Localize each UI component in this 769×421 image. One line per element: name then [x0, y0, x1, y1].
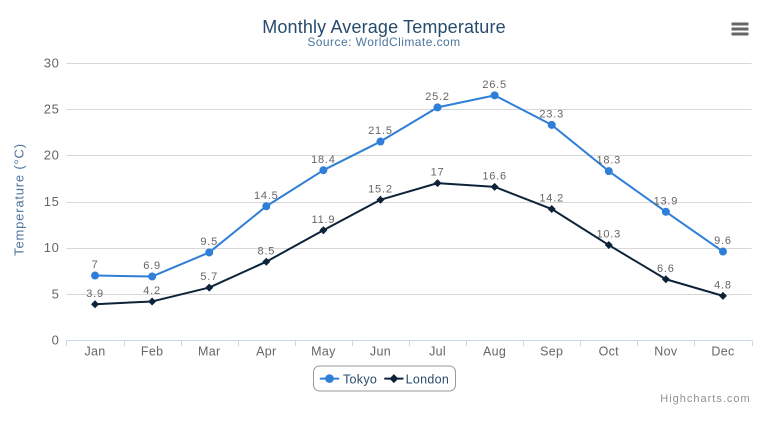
svg-text:Dec: Dec: [711, 345, 734, 359]
svg-text:Tokyo: Tokyo: [343, 373, 377, 387]
svg-text:17: 17: [431, 167, 445, 179]
svg-text:7: 7: [92, 259, 99, 271]
svg-text:Aug: Aug: [483, 345, 506, 359]
svg-text:30: 30: [44, 55, 60, 70]
svg-text:3.9: 3.9: [86, 288, 104, 300]
svg-text:5: 5: [52, 286, 60, 301]
svg-text:18.3: 18.3: [596, 155, 621, 167]
svg-text:21.5: 21.5: [368, 125, 393, 137]
svg-text:6.9: 6.9: [143, 260, 161, 272]
svg-text:10.3: 10.3: [596, 229, 621, 241]
svg-text:14.2: 14.2: [539, 193, 564, 205]
svg-text:Nov: Nov: [654, 345, 678, 359]
svg-text:16.6: 16.6: [482, 170, 507, 182]
svg-text:15: 15: [44, 194, 60, 209]
svg-text:26.5: 26.5: [482, 79, 507, 91]
svg-text:Sep: Sep: [540, 345, 563, 359]
svg-text:Temperature (°C): Temperature (°C): [12, 143, 27, 256]
svg-text:Source: WorldClimate.com: Source: WorldClimate.com: [307, 35, 460, 49]
svg-text:Apr: Apr: [256, 345, 276, 359]
svg-text:20: 20: [44, 148, 60, 163]
svg-text:9.6: 9.6: [714, 235, 732, 247]
svg-text:Jul: Jul: [429, 345, 446, 359]
svg-text:10: 10: [44, 240, 60, 255]
svg-text:14.5: 14.5: [254, 190, 279, 202]
svg-text:5.7: 5.7: [200, 271, 218, 283]
svg-text:Highcharts.com: Highcharts.com: [660, 393, 750, 405]
svg-text:London: London: [406, 373, 450, 387]
svg-text:Mar: Mar: [198, 345, 220, 359]
svg-text:11.9: 11.9: [311, 214, 335, 226]
svg-text:25.2: 25.2: [425, 91, 450, 103]
svg-text:4.8: 4.8: [714, 279, 732, 291]
svg-text:4.2: 4.2: [143, 285, 161, 297]
svg-text:13.9: 13.9: [654, 195, 679, 207]
svg-text:15.2: 15.2: [368, 183, 393, 195]
svg-text:Feb: Feb: [141, 345, 163, 359]
svg-text:18.4: 18.4: [311, 154, 336, 166]
svg-text:Monthly Average Temperature: Monthly Average Temperature: [262, 17, 506, 37]
svg-text:Jan: Jan: [85, 345, 106, 359]
svg-text:Oct: Oct: [599, 345, 620, 359]
svg-text:9.5: 9.5: [200, 236, 218, 248]
svg-text:8.5: 8.5: [257, 245, 275, 257]
svg-text:Jun: Jun: [370, 345, 391, 359]
svg-text:0: 0: [52, 333, 60, 348]
svg-text:6.6: 6.6: [657, 263, 675, 275]
svg-text:May: May: [311, 345, 336, 359]
svg-text:23.3: 23.3: [539, 109, 564, 121]
svg-text:25: 25: [44, 102, 60, 117]
